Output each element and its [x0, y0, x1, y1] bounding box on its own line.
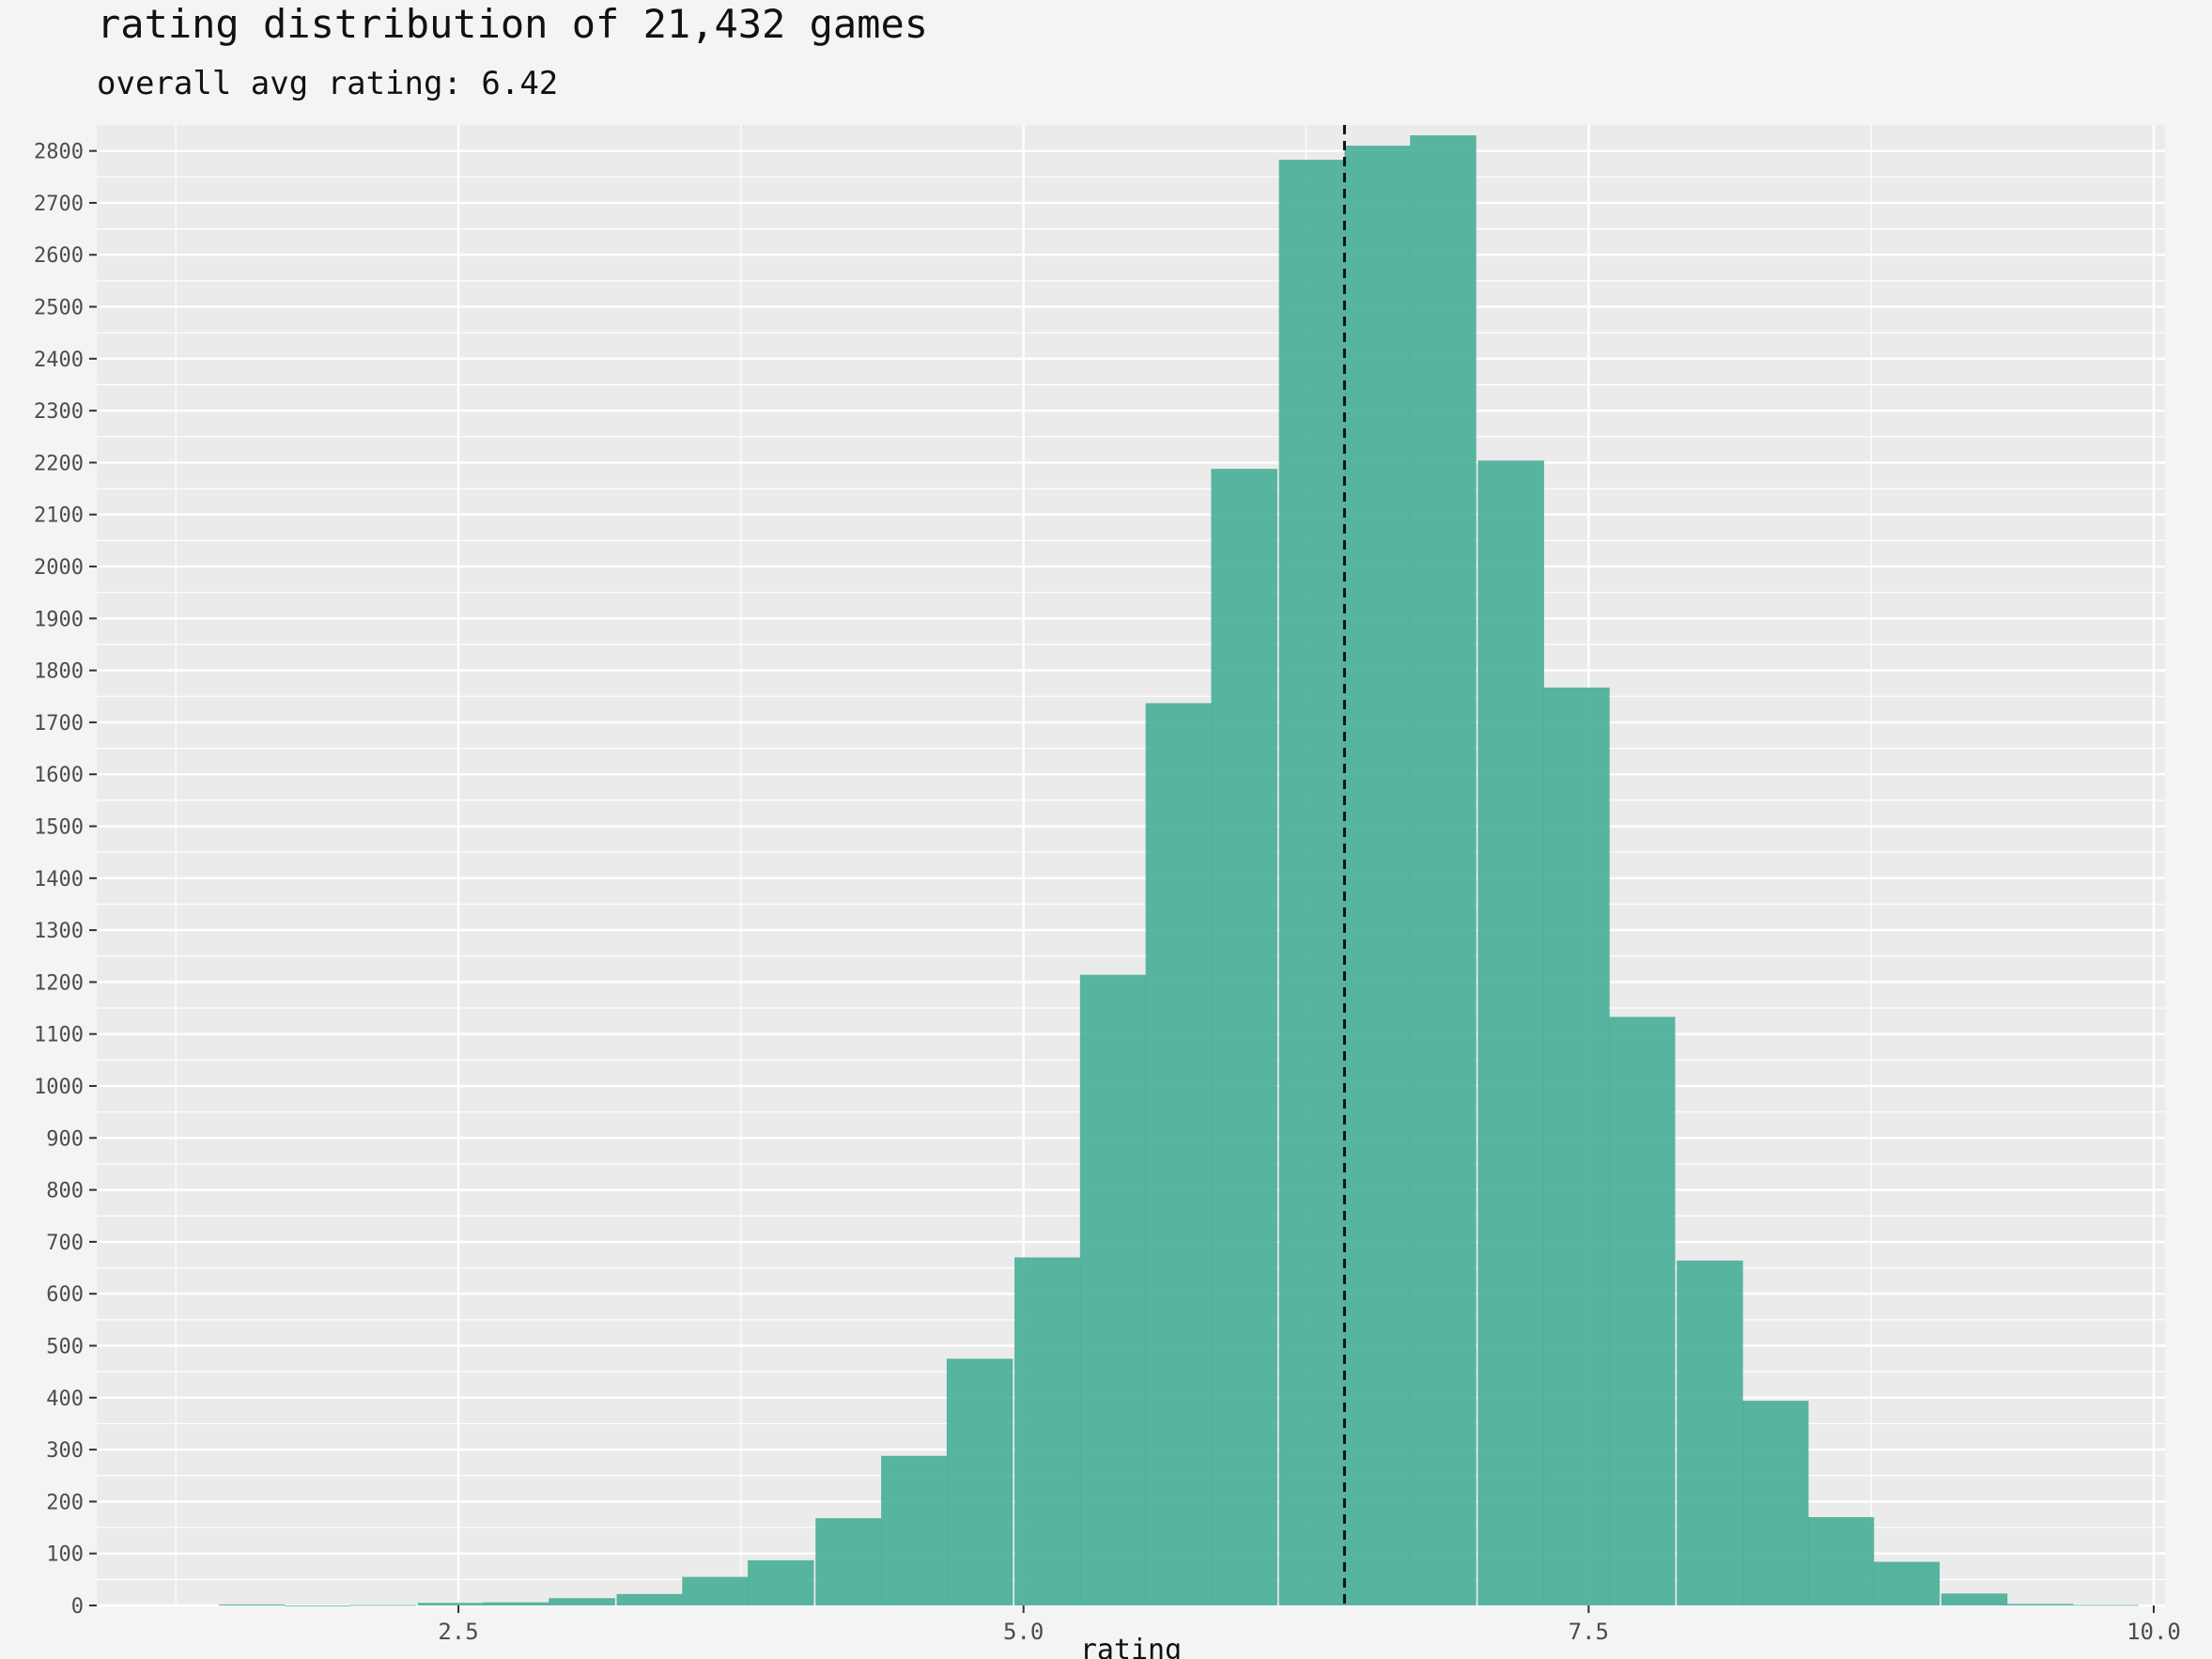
y-tick-label: 2000 — [34, 556, 84, 580]
histogram-bar — [1211, 469, 1277, 1606]
histogram-bar — [1807, 1516, 1875, 1605]
y-tick-label: 200 — [46, 1491, 84, 1514]
x-axis-label: rating — [1080, 1634, 1182, 1659]
x-tick-label: 10.0 — [2127, 1619, 2181, 1645]
y-tick-label: 2800 — [34, 141, 84, 164]
y-tick-label: 600 — [46, 1283, 84, 1307]
histogram-bar — [1477, 460, 1544, 1605]
x-axis: 2.5 5.0 7.5 10.0 — [438, 1605, 2181, 1645]
y-tick-label: 100 — [46, 1543, 84, 1567]
y-tick-label: 2300 — [34, 400, 84, 424]
y-tick-label: 2200 — [34, 452, 84, 475]
histogram-bar — [284, 1605, 351, 1606]
histogram-bar — [1410, 135, 1477, 1605]
y-tick-label: 1700 — [34, 712, 84, 736]
chart-title: rating distribution of 21,432 games — [97, 1, 928, 47]
histogram-bar — [549, 1598, 615, 1605]
bars — [218, 135, 2139, 1606]
histogram-bar — [483, 1602, 550, 1605]
y-tick-label: 1100 — [34, 1024, 84, 1047]
histogram-bar — [881, 1455, 948, 1605]
y-tick-label: 2600 — [34, 244, 84, 268]
y-tick-label: 500 — [46, 1336, 84, 1359]
histogram-bar — [1543, 687, 1610, 1605]
histogram-bar — [1941, 1593, 2008, 1605]
y-tick-label: 2500 — [34, 297, 84, 320]
y-tick-label: 900 — [46, 1127, 84, 1151]
y-tick-label: 2700 — [34, 193, 84, 216]
y-tick-label: 1400 — [34, 868, 84, 892]
x-tick-label: 2.5 — [438, 1619, 478, 1645]
histogram-bar — [682, 1576, 749, 1605]
histogram-bar — [1278, 160, 1346, 1606]
histogram-bar — [1344, 146, 1411, 1606]
y-tick-label: 1900 — [34, 608, 84, 631]
y-axis: 0 100 200 300 400 500 600 700 800 900 1000 1100 1200… — [34, 141, 97, 1619]
histogram-bar — [2006, 1604, 2074, 1605]
histogram-bar — [1741, 1401, 1809, 1605]
y-tick-label: 800 — [46, 1180, 84, 1203]
y-tick-label: 1300 — [34, 920, 84, 943]
histogram-bar — [1014, 1257, 1081, 1605]
y-tick-label: 1500 — [34, 816, 84, 840]
histogram-bar — [616, 1593, 683, 1605]
histogram-bar — [748, 1559, 814, 1605]
x-tick-label: 5.0 — [1003, 1619, 1044, 1645]
histogram-bar — [1145, 703, 1213, 1605]
chart-subtitle: overall avg rating: 6.42 — [97, 65, 558, 102]
histogram-bar — [1677, 1260, 1743, 1605]
y-tick-label: 2100 — [34, 504, 84, 528]
y-tick-label: 1200 — [34, 971, 84, 995]
y-tick-label: 1000 — [34, 1076, 84, 1099]
y-tick-label: 1800 — [34, 660, 84, 684]
y-tick-label: 300 — [46, 1439, 84, 1463]
histogram-bar — [815, 1518, 882, 1605]
histogram-bar — [946, 1358, 1013, 1605]
histogram-bar — [1608, 1016, 1676, 1605]
histogram-bar — [1873, 1561, 1941, 1605]
y-tick-label: 400 — [46, 1388, 84, 1411]
y-tick-label: 700 — [46, 1232, 84, 1255]
histogram-bar — [417, 1603, 485, 1605]
x-tick-label: 7.5 — [1569, 1619, 1609, 1645]
y-tick-label: 1600 — [34, 764, 84, 787]
histogram-bar — [1079, 974, 1147, 1605]
y-tick-label: 2400 — [34, 349, 84, 372]
y-tick-label: 0 — [71, 1595, 84, 1619]
